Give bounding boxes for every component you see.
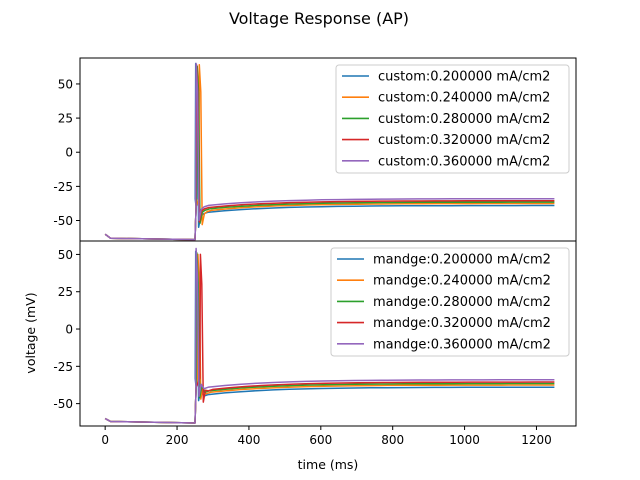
series-lines bbox=[104, 62, 555, 241]
y-axis-label: voltage (mV) bbox=[23, 292, 38, 373]
x-tick-label: 800 bbox=[381, 433, 404, 447]
figure-title: Voltage Response (AP) bbox=[229, 9, 409, 28]
legend-label: mandge:0.280000 mA/cm2 bbox=[373, 295, 551, 310]
x-tick-label: 1000 bbox=[449, 433, 480, 447]
legend-label: mandge:0.200000 mA/cm2 bbox=[373, 253, 551, 268]
y-tick-label: 0 bbox=[65, 323, 73, 337]
y-tick-label: -25 bbox=[53, 180, 73, 194]
legend-box bbox=[330, 247, 570, 357]
series-line-5 bbox=[104, 247, 555, 424]
legend-label: custom:0.320000 mA/cm2 bbox=[378, 133, 550, 148]
legend-label: custom:0.200000 mA/cm2 bbox=[378, 70, 550, 85]
x-tick-label: 200 bbox=[166, 433, 189, 447]
legend-label: custom:0.240000 mA/cm2 bbox=[378, 91, 550, 106]
axes-frame bbox=[79, 240, 577, 427]
legend: custom:0.200000 mA/cm2 custom:0.240000 mA… bbox=[335, 64, 570, 174]
bottom-panel: -50 -25 0 25 50 0 200 400 600 800 1000 1200 time (ms… bbox=[23, 240, 577, 472]
y-tick-label: -50 bbox=[53, 214, 73, 228]
legend-label: mandge:0.360000 mA/cm2 bbox=[373, 337, 551, 352]
x-tick-label: 0 bbox=[101, 433, 109, 447]
legend: mandge:0.200000 mA/cm2 mandge:0.240000 mA… bbox=[330, 247, 570, 357]
y-tick-label: 50 bbox=[58, 77, 73, 91]
legend-label: custom:0.280000 mA/cm2 bbox=[378, 112, 550, 127]
x-axis-label: time (ms) bbox=[298, 457, 359, 472]
y-tick-label: 0 bbox=[65, 146, 73, 160]
y-tick-label: 50 bbox=[58, 248, 73, 262]
x-tick-label: 1200 bbox=[521, 433, 552, 447]
legend-label: mandge:0.240000 mA/cm2 bbox=[373, 274, 551, 289]
x-tick-label: 600 bbox=[309, 433, 332, 447]
legend-label: mandge:0.320000 mA/cm2 bbox=[373, 316, 551, 331]
y-tick-label: 25 bbox=[58, 112, 73, 126]
y-tick-label: -50 bbox=[53, 397, 73, 411]
series-line-5 bbox=[104, 62, 555, 241]
series-lines bbox=[104, 247, 555, 424]
legend-box bbox=[335, 64, 570, 174]
y-tick-label: 25 bbox=[58, 285, 73, 299]
legend-label: custom:0.360000 mA/cm2 bbox=[378, 154, 550, 169]
x-tick-label: 400 bbox=[237, 433, 260, 447]
y-tick-label: -25 bbox=[53, 360, 73, 374]
